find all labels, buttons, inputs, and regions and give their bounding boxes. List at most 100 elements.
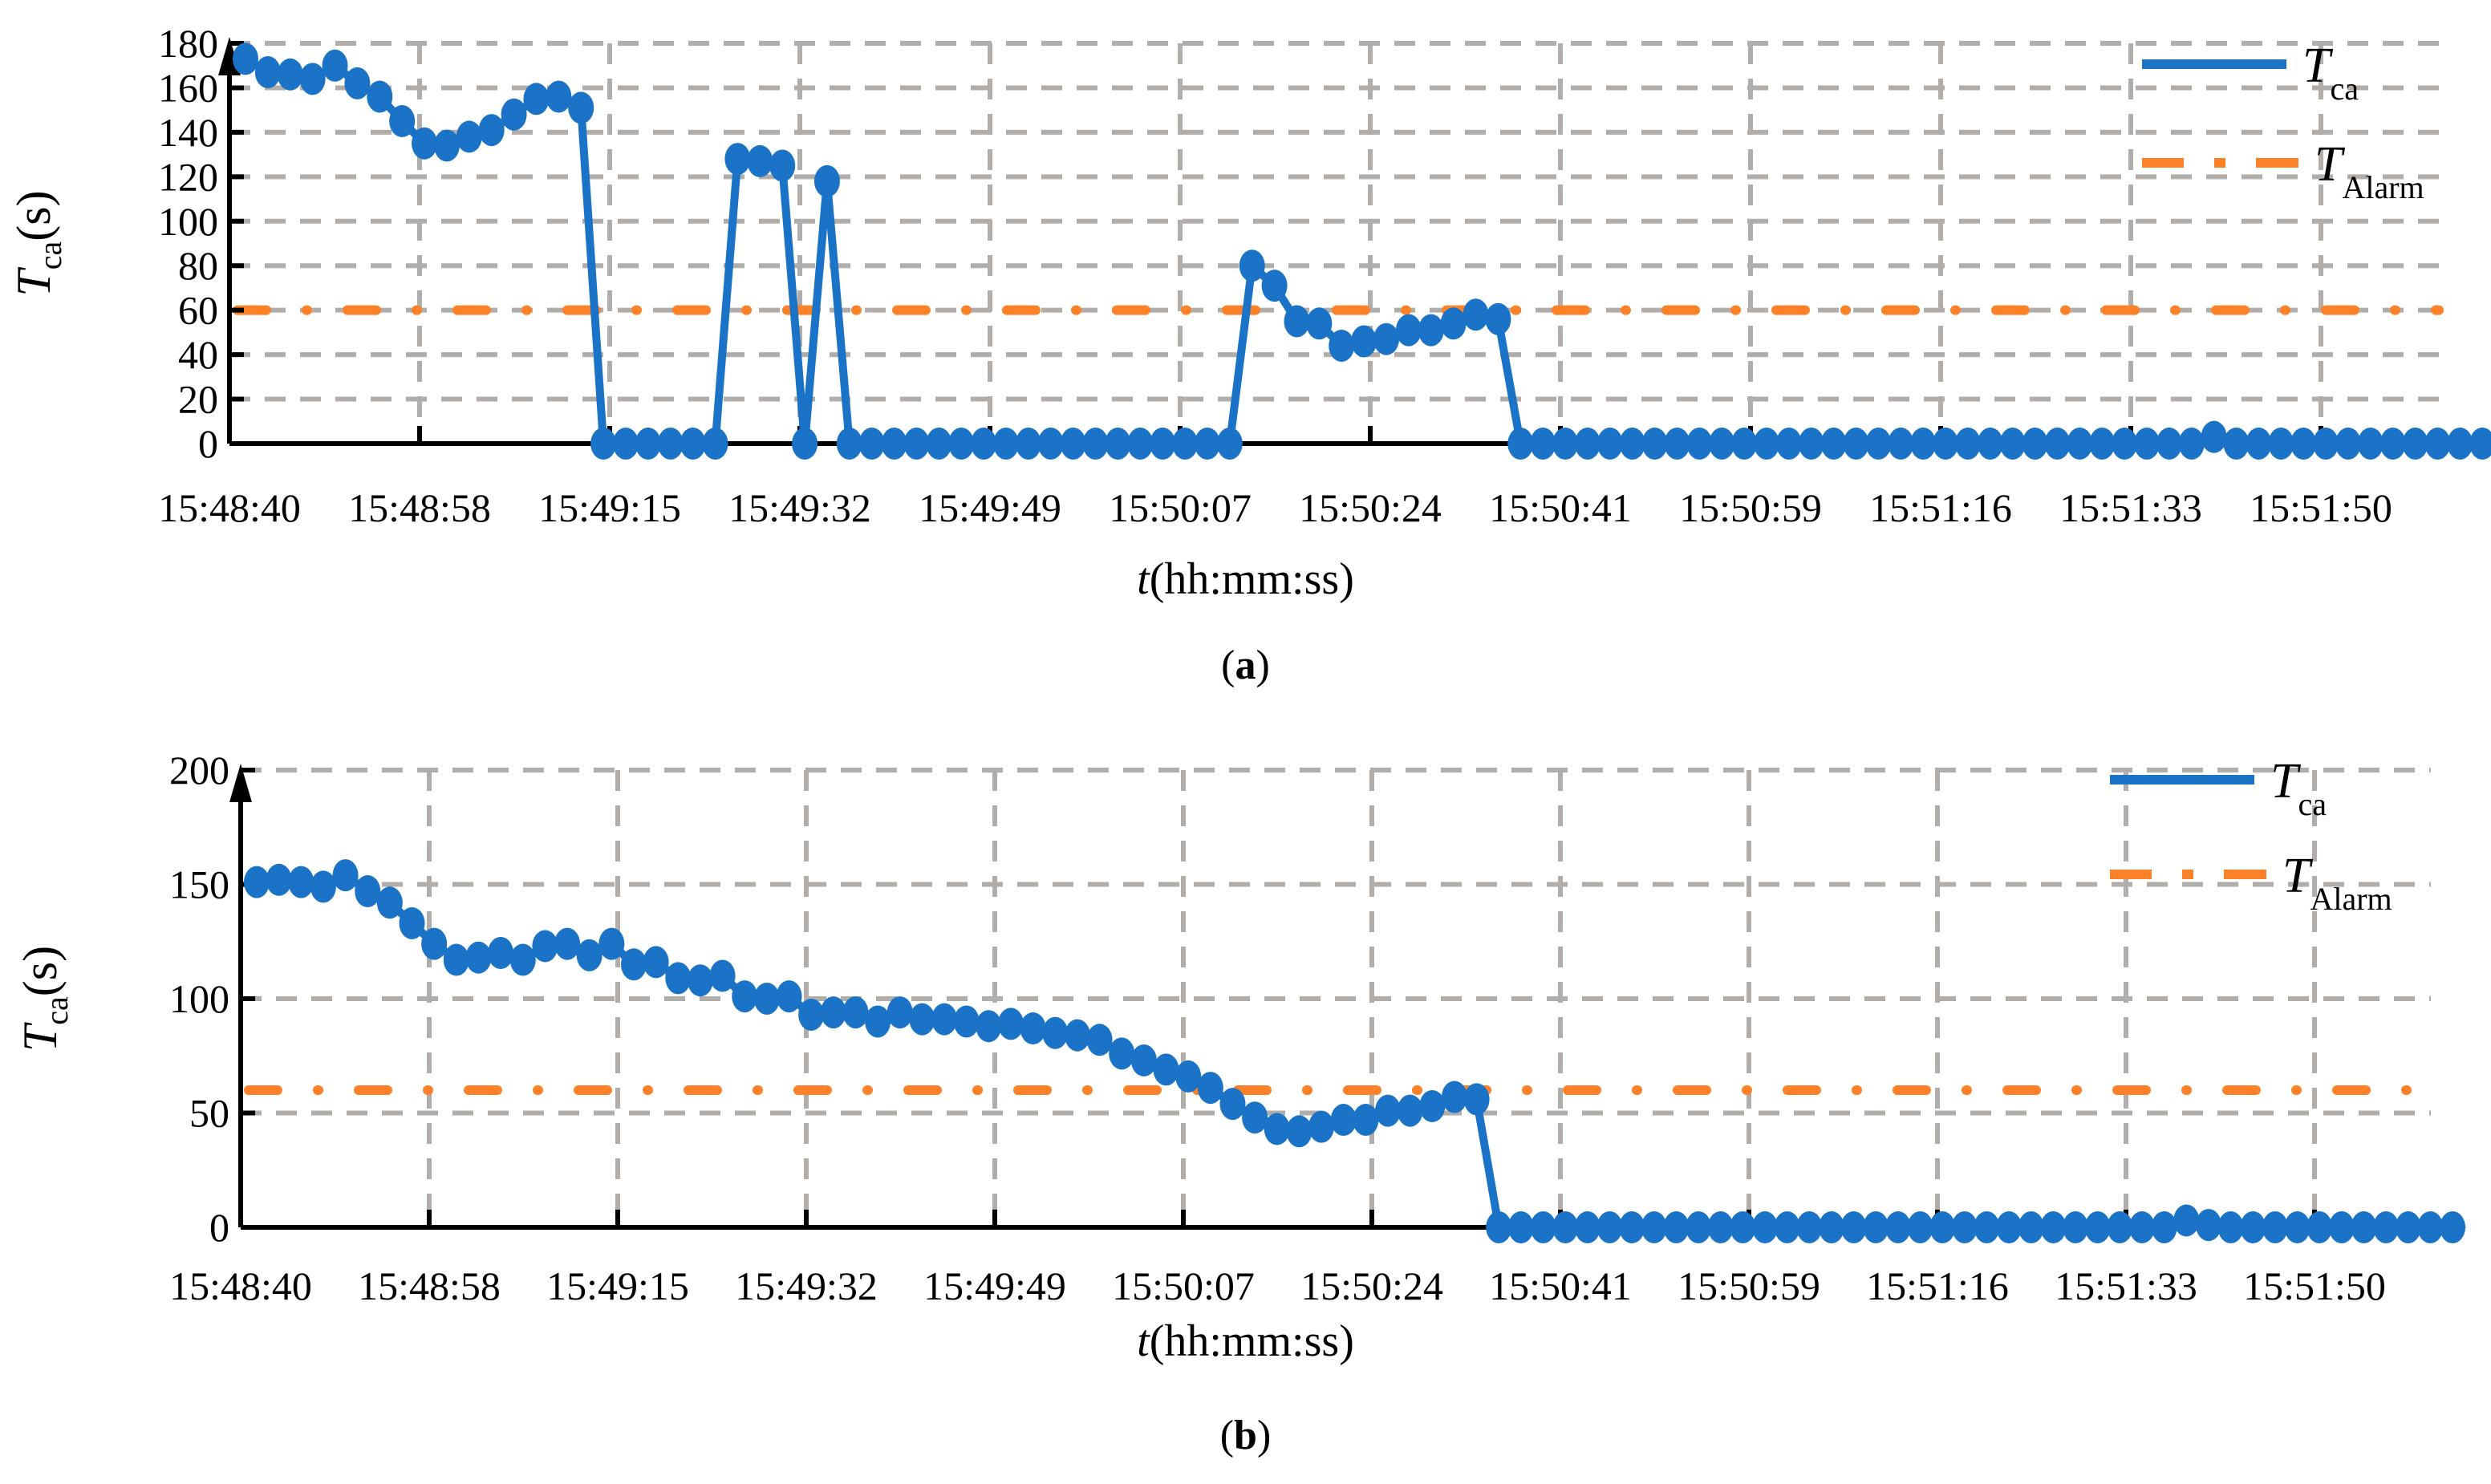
- data-point: [1840, 1211, 1867, 1243]
- data-point: [1798, 428, 1824, 460]
- y-tick-label: 20: [178, 377, 218, 422]
- data-point: [2328, 1211, 2355, 1243]
- data-point: [613, 428, 639, 460]
- x-tick-label: 15:49:32: [728, 485, 871, 530]
- x-tick-label: 15:49:15: [546, 1263, 689, 1308]
- data-point: [288, 866, 314, 898]
- data-point: [2022, 428, 2048, 460]
- x-tick-label: 15:48:40: [158, 485, 301, 530]
- data-point: [1641, 1211, 1667, 1243]
- data-point: [1037, 428, 1064, 460]
- legend-label-alarm: TAlarm: [2315, 137, 2424, 205]
- data-point: [1752, 1211, 1778, 1243]
- data-point: [1884, 1211, 1911, 1243]
- y-tick-label: 40: [178, 332, 218, 377]
- data-point: [813, 164, 840, 197]
- x-axis-var-b: t: [1137, 1316, 1150, 1366]
- data-point: [1663, 1211, 1690, 1243]
- data-point: [2290, 428, 2317, 460]
- data-point: [709, 959, 736, 992]
- data-point: [1353, 1104, 1379, 1137]
- data-point: [478, 114, 505, 147]
- x-tick-label: 15:51:33: [2059, 485, 2202, 530]
- data-point: [886, 996, 913, 1029]
- data-point: [2240, 1211, 2266, 1243]
- data-point: [1641, 428, 1668, 460]
- data-point: [576, 939, 602, 971]
- data-point: [1951, 1211, 1978, 1243]
- data-point: [1552, 1211, 1579, 1243]
- data-point: [1977, 428, 2003, 460]
- legend-label-tca: Tca: [2270, 754, 2327, 822]
- x-tick-label: 15:48:58: [358, 1263, 501, 1308]
- data-point: [2313, 428, 2339, 460]
- data-point: [2335, 428, 2361, 460]
- data-point: [657, 428, 684, 460]
- x-tick-label: 15:48:40: [169, 1263, 312, 1308]
- x-tick-label: 15:50:41: [1489, 485, 1632, 530]
- data-point: [1064, 1019, 1090, 1052]
- y-tick-label: 80: [178, 243, 218, 288]
- x-tick-label: 15:48:58: [348, 485, 491, 530]
- data-point: [2424, 428, 2451, 460]
- data-point: [842, 996, 869, 1029]
- data-point: [1910, 428, 1937, 460]
- data-point: [2379, 428, 2406, 460]
- y-tick-label: 100: [158, 199, 218, 244]
- data-point: [2151, 1211, 2177, 1243]
- data-point: [1082, 428, 1109, 460]
- data-point: [1731, 428, 1758, 460]
- data-point: [2089, 428, 2116, 460]
- data-point: [1306, 307, 1333, 340]
- data-point: [2195, 1209, 2221, 1242]
- data-point: [2112, 428, 2138, 460]
- data-point: [926, 428, 952, 460]
- data-point: [1709, 428, 1735, 460]
- data-point: [1775, 428, 1802, 460]
- data-point: [1664, 428, 1690, 460]
- data-point: [1485, 302, 1511, 335]
- x-tick-label: 15:51:33: [2055, 1263, 2197, 1308]
- data-point: [1239, 249, 1265, 282]
- data-point: [1999, 428, 2026, 460]
- data-point: [635, 428, 661, 460]
- data-point: [1796, 1211, 1823, 1243]
- x-axis-unit-a: (hh:mm:ss): [1149, 554, 1354, 604]
- y-tick-label: 140: [158, 110, 218, 155]
- data-point: [2107, 1211, 2133, 1243]
- data-point: [1042, 1016, 1069, 1049]
- data-point: [1707, 1211, 1734, 1243]
- data-point: [1264, 1113, 1290, 1145]
- data-point: [1286, 1115, 1312, 1148]
- y-tick-label: 160: [158, 65, 218, 110]
- data-point: [948, 428, 975, 460]
- data-point: [2223, 428, 2250, 460]
- data-point: [1375, 1094, 1401, 1127]
- x-tick-label: 15:49:49: [919, 485, 1061, 530]
- data-point: [1150, 428, 1176, 460]
- data-point: [1197, 1072, 1223, 1105]
- data-point: [687, 964, 713, 997]
- x-tick-label: 15:50:07: [1112, 1263, 1255, 1308]
- data-point: [732, 980, 758, 1013]
- data-point: [2178, 428, 2205, 460]
- data-point: [2262, 1211, 2288, 1243]
- chart-panel-a: 0 20 40 60 80 100 120 140 160 180 15:48:40 15:48:58…: [0, 0, 2491, 722]
- data-point: [2447, 428, 2473, 460]
- data-point: [2395, 1211, 2421, 1243]
- data-point: [724, 143, 751, 176]
- legend-label-tca: Tca: [2302, 39, 2359, 107]
- data-point: [1863, 1211, 1889, 1243]
- data-point: [598, 927, 625, 960]
- data-point: [244, 866, 270, 898]
- legend: Tca TAlarm: [2142, 39, 2424, 205]
- data-point: [1686, 428, 1713, 460]
- y-tick-label: 50: [189, 1091, 229, 1136]
- data-point: [501, 98, 527, 131]
- data-point: [344, 67, 371, 99]
- data-point: [909, 1003, 935, 1036]
- data-point: [1216, 428, 1243, 460]
- data-point: [1440, 307, 1467, 340]
- y-tick-label: 60: [178, 288, 218, 333]
- x-axis-label-a: t(hh:mm:ss): [0, 553, 2491, 605]
